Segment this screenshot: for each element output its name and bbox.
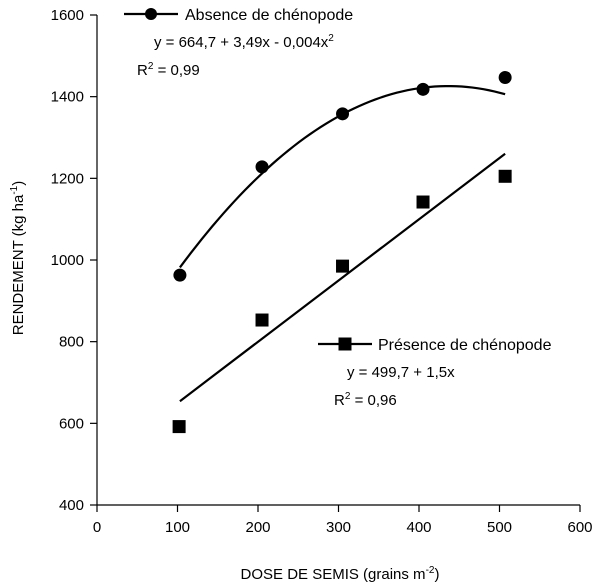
x-tick-label: 200 [245,519,270,536]
point-presence [498,169,512,183]
y-tick-label: 1600 [51,7,84,24]
y-ticks: 400 600 800 1000 1200 1400 1600 [51,7,97,514]
point-presence [172,420,186,434]
x-tick-label: 0 [93,519,101,536]
equation-absence: y = 664,7 + 3,49x - 0,004x2 [154,33,334,51]
point-presence [416,195,430,209]
x-axis-title: DOSE DE SEMIS (grains m-2) [241,565,440,583]
y-tick-label: 400 [59,497,84,514]
y-tick-label: 1200 [51,170,84,187]
x-tick-label: 500 [487,519,512,536]
x-axis-title-end: ) [434,566,439,583]
r2-presence-sup: 2 [345,391,351,402]
point-presence [255,313,269,327]
point-absence [336,107,350,121]
x-tick-label: 400 [406,519,431,536]
x-ticks: 0 100 200 300 400 500 600 [93,505,593,536]
points-presence [172,169,512,434]
equation-absence-main: y = 664,7 + 3,49x - 0,004x [154,34,329,51]
x-axis-title-main: DOSE DE SEMIS (grains m [241,566,426,583]
y-tick-label: 1400 [51,89,84,106]
y-axis-title: RENDEMENT (kg ha-1) [9,181,27,336]
equation-absence-sup: 2 [328,33,334,44]
legend-presence: Présence de chénopode y = 499,7 + 1,5x R… [318,337,552,409]
point-absence [255,160,269,174]
points-absence [173,70,512,282]
r2-presence-value: = 0,96 [350,392,396,409]
point-presence [336,259,350,273]
legend-presence-marker [338,337,352,351]
fit-line-presence [179,152,506,403]
x-tick-label: 600 [567,519,592,536]
r2-presence: R2 = 0,96 [334,391,397,409]
point-absence [416,82,430,96]
point-absence [173,268,187,282]
point-absence [498,70,512,84]
y-tick-label: 800 [59,334,84,351]
r2-absence-label: R [137,62,148,79]
x-tick-label: 300 [326,519,351,536]
y-axis-title-main: RENDEMENT (kg ha [10,194,27,335]
x-axis-title-sup: -2 [426,565,435,576]
y-tick-label: 600 [59,415,84,432]
legend-absence: Absence de chénopode y = 664,7 + 3,49x -… [124,7,353,79]
legend-presence-label: Présence de chénopode [378,337,552,354]
r2-absence-value: = 0,99 [153,62,199,79]
legend-absence-label: Absence de chénopode [185,7,353,24]
y-axis-title-end: ) [10,181,27,186]
y-tick-label: 1000 [51,252,84,269]
equation-presence-main: y = 499,7 + 1,5x [347,364,455,381]
y-axis-title-sup: -1 [9,185,20,194]
x-tick-label: 100 [165,519,190,536]
r2-presence-label: R [334,392,345,409]
equation-presence: y = 499,7 + 1,5x [347,364,455,381]
r2-absence: R2 = 0,99 [137,61,200,79]
legend-absence-marker [145,8,157,20]
r2-absence-sup: 2 [148,61,154,72]
